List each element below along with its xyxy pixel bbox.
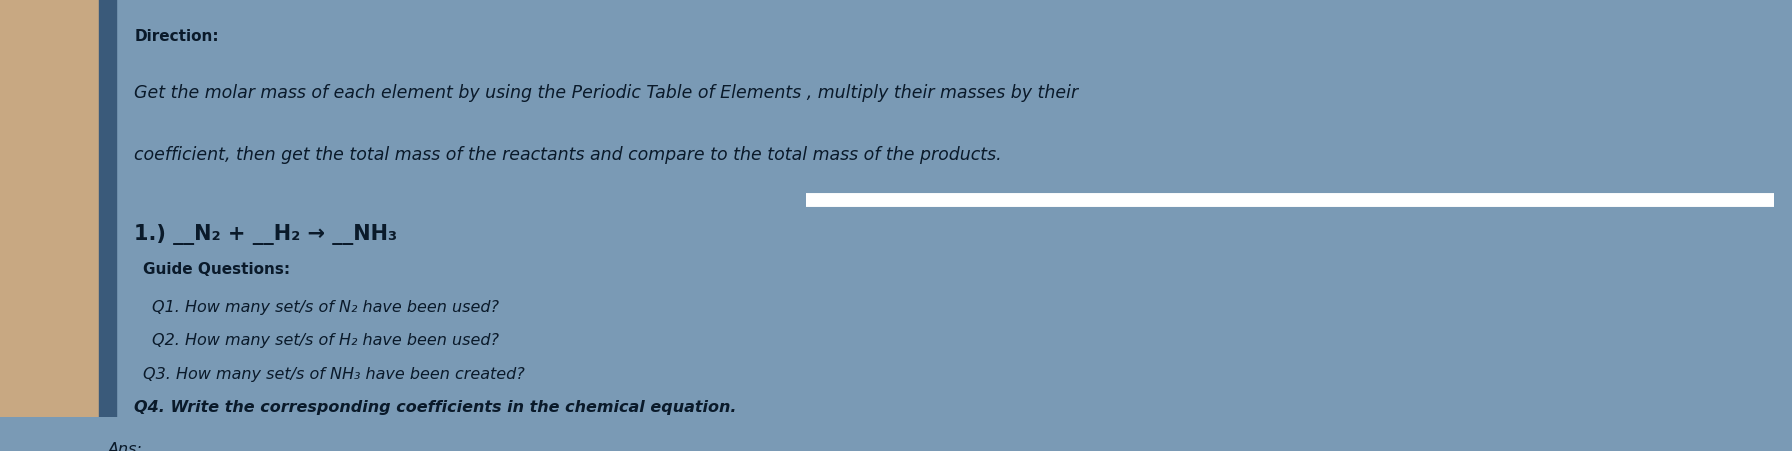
Text: Q1. How many set/s of N₂ have been used?: Q1. How many set/s of N₂ have been used? — [152, 299, 500, 314]
Text: Get the molar mass of each element by using the Periodic Table of Elements , mul: Get the molar mass of each element by us… — [134, 83, 1079, 101]
Bar — [99, 0, 116, 418]
Text: coefficient, then get the total mass of the reactants and compare to the total m: coefficient, then get the total mass of … — [134, 146, 1002, 164]
Text: Q4. Write the corresponding coefficients in the chemical equation.: Q4. Write the corresponding coefficients… — [134, 400, 737, 414]
Text: Guide Questions:: Guide Questions: — [143, 262, 290, 277]
Text: Direction:: Direction: — [134, 29, 219, 44]
Text: Q2. How many set/s of H₂ have been used?: Q2. How many set/s of H₂ have been used? — [152, 333, 500, 348]
Text: Ans:: Ans: — [108, 441, 142, 451]
Text: 1.) __N₂ + __H₂ → __NH₃: 1.) __N₂ + __H₂ → __NH₃ — [134, 223, 398, 244]
Text: Q3. How many set/s of NH₃ have been created?: Q3. How many set/s of NH₃ have been crea… — [143, 366, 525, 381]
Bar — [0, 0, 99, 418]
